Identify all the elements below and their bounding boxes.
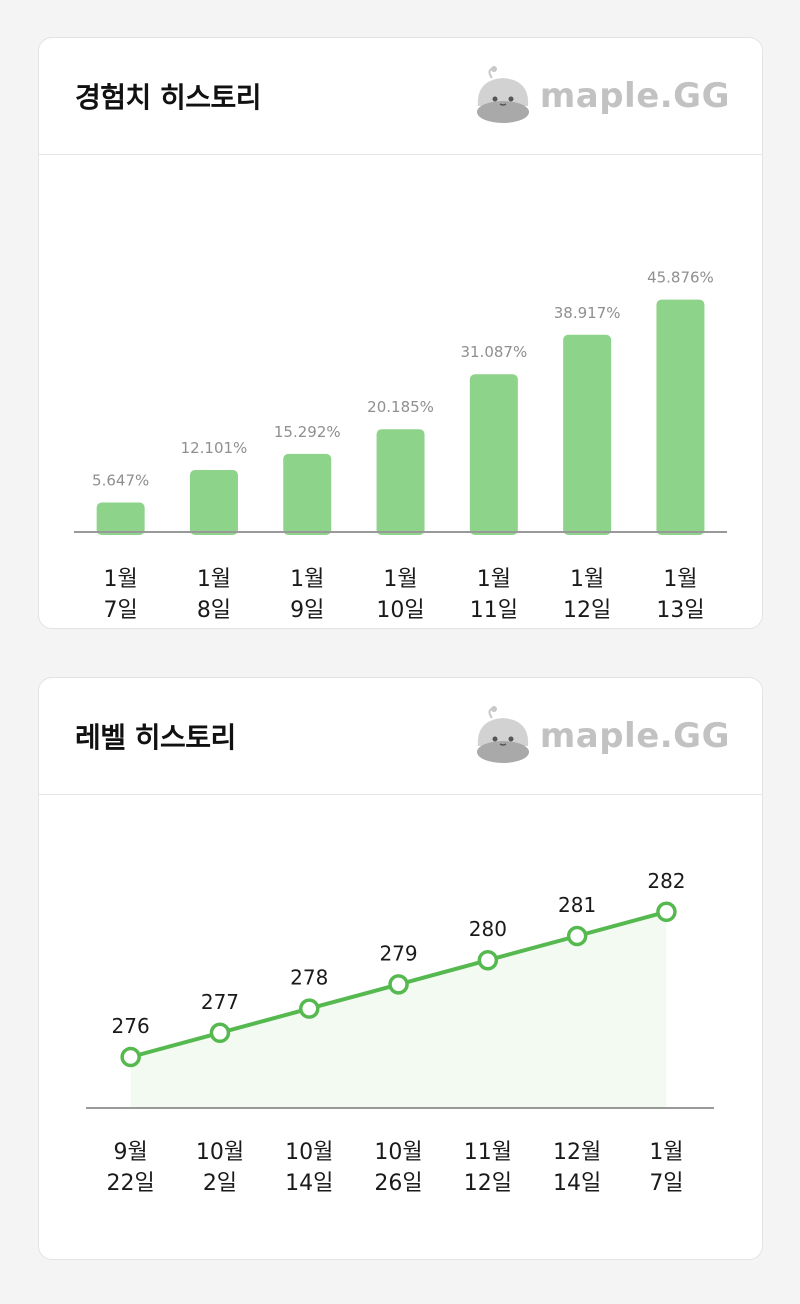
exp-x-tick-day: 9일	[290, 598, 324, 623]
level-card-header: 레벨 히스토리 maple.GG	[39, 678, 762, 795]
level-point	[477, 949, 499, 971]
exp-bar	[376, 429, 425, 535]
exp-bar	[96, 502, 145, 535]
level-point	[209, 1022, 231, 1044]
exp-x-tick-day: 13일	[656, 598, 704, 623]
level-x-tick-day: 2일	[203, 1171, 237, 1196]
exp-bar-value-label: 38.917%	[554, 304, 621, 322]
exp-bar-value-label: 15.292%	[274, 423, 341, 441]
level-x-tick-day: 14일	[285, 1171, 333, 1196]
level-x-tick-day: 14일	[553, 1171, 601, 1196]
level-x-tick-month: 10월	[285, 1140, 333, 1165]
level-point	[656, 901, 677, 923]
exp-x-tick-month: 1월	[570, 567, 604, 592]
exp-bar-value-label: 12.101%	[181, 439, 248, 457]
exp-x-tick-day: 7일	[104, 598, 138, 623]
exp-x-tick-month: 1월	[104, 567, 138, 592]
level-x-tick-month: 9월	[114, 1140, 148, 1165]
exp-x-tick-month: 1월	[663, 567, 697, 592]
mushroom-mascot-icon	[476, 706, 529, 763]
maplegg-logo: maple.GG	[472, 706, 730, 766]
level-point-value-label: 279	[379, 941, 417, 965]
level-point	[388, 974, 409, 995]
level-point-value-label: 277	[201, 990, 239, 1014]
level-history-card: 레벨 히스토리 maple.GG 276 9월 22일 277 10월 2일 278 10월 1…	[38, 677, 763, 1260]
exp-bar-value-label: 45.876%	[647, 269, 714, 287]
level-point	[120, 1046, 141, 1068]
exp-bar-value-label: 31.087%	[460, 343, 527, 361]
exp-history-card: 경험치 히스토리 maple.GG 5.647% 1월 7일 12.101% 1월 8일 1…	[38, 37, 763, 629]
level-point-value-label: 276	[112, 1014, 150, 1038]
exp-x-tick-month: 1월	[383, 567, 417, 592]
level-line-chart: 276 9월 22일 277 10월 2일 278 10월 14일 279 10월 26일 280 11월…	[86, 869, 714, 1196]
level-point	[299, 998, 320, 1019]
exp-bar	[656, 299, 705, 535]
level-x-tick-month: 1월	[649, 1140, 683, 1165]
level-x-tick-month: 10월	[374, 1140, 422, 1165]
level-x-axis	[86, 1107, 714, 1109]
exp-card-header: 경험치 히스토리 maple.GG	[39, 38, 762, 155]
level-x-tick-day: 12일	[464, 1171, 512, 1196]
exp-x-tick-month: 1월	[477, 567, 511, 592]
level-card-title: 레벨 히스토리	[75, 721, 236, 754]
exp-x-tick-day: 12일	[563, 598, 611, 623]
exp-bar	[283, 453, 332, 535]
exp-x-tick-day: 11일	[470, 598, 518, 623]
exp-bar-value-label: 5.647%	[92, 472, 149, 490]
level-area-fill	[130, 911, 667, 1107]
exp-x-tick-day: 8일	[197, 598, 231, 623]
level-point-value-label: 278	[290, 966, 328, 990]
level-x-tick-day: 7일	[649, 1171, 683, 1196]
exp-x-tick-month: 1월	[197, 567, 231, 592]
exp-bar-chart: 5.647% 1월 7일 12.101% 1월 8일 15.292% 1월 9일 20.185% 1…	[74, 269, 727, 623]
level-x-tick-month: 11월	[464, 1140, 512, 1165]
level-x-tick-day: 22일	[107, 1171, 155, 1196]
level-x-tick-month: 12월	[553, 1140, 601, 1165]
exp-bar-value-label: 20.185%	[367, 398, 434, 416]
exp-x-tick-day: 10일	[376, 598, 424, 623]
exp-bar	[189, 469, 238, 535]
level-point-value-label: 280	[469, 917, 507, 941]
level-point	[566, 925, 588, 947]
level-x-tick-day: 26일	[374, 1171, 422, 1196]
level-x-tick-month: 10월	[196, 1140, 244, 1165]
exp-bar	[563, 334, 612, 535]
exp-bar	[469, 374, 518, 535]
maplegg-logo: maple.GG	[472, 66, 730, 126]
level-point-value-label: 282	[647, 869, 685, 893]
exp-x-tick-month: 1월	[290, 567, 324, 592]
maplegg-logo-text: maple.GG	[539, 716, 730, 756]
exp-card-title: 경험치 히스토리	[75, 81, 262, 114]
mushroom-mascot-icon	[476, 66, 529, 123]
maplegg-logo-text: maple.GG	[539, 76, 730, 116]
exp-x-axis	[74, 531, 727, 533]
level-point-value-label: 281	[558, 893, 596, 917]
